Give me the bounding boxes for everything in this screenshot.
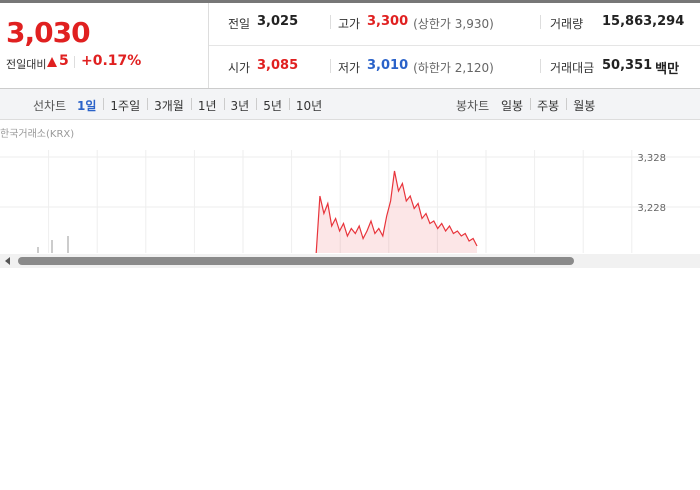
- tab-separator: [103, 98, 105, 110]
- tab-separator: [190, 98, 192, 110]
- y-tick-label: 3,328: [637, 153, 666, 164]
- tab-separator: [566, 98, 568, 110]
- divider: [330, 59, 331, 73]
- tab-label: 선차트: [33, 99, 67, 113]
- tab-separator: [147, 98, 149, 110]
- price-line: [315, 170, 478, 253]
- summary-value: 3,300: [367, 14, 409, 29]
- y-tick-label: 3,228: [637, 203, 666, 214]
- summary-label: 거래량: [550, 17, 584, 31]
- tab[interactable]: 1년: [197, 99, 217, 113]
- chart-source: 한국거래소(KRX): [0, 128, 74, 140]
- tab-separator: [223, 98, 225, 110]
- divider: [208, 3, 209, 88]
- change: 5: [59, 53, 69, 69]
- summary-note: (하한가 2,120): [413, 61, 494, 75]
- tab[interactable]: 주봉: [537, 99, 560, 113]
- summary-label: 전일: [228, 17, 251, 31]
- divider: [209, 45, 700, 46]
- change-label: 전일대비: [6, 58, 47, 71]
- divider: [330, 15, 331, 29]
- summary-unit: 백만: [655, 62, 680, 77]
- summary-value: 15,863,294: [602, 14, 685, 29]
- summary-label: 저가: [338, 61, 361, 75]
- up-arrow: [47, 57, 57, 67]
- summary-label: 고가: [338, 17, 361, 31]
- tab[interactable]: 1일: [77, 99, 97, 113]
- tab[interactable]: 10년: [295, 99, 323, 113]
- summary-value: 3,010: [367, 58, 409, 73]
- tab[interactable]: 3년: [230, 99, 250, 113]
- tab-label: 봉차트: [456, 99, 490, 113]
- divider: [540, 59, 541, 73]
- tab-bar: [0, 88, 700, 120]
- tab-separator: [256, 98, 258, 110]
- summary-label: 시가: [228, 61, 251, 75]
- top-border: [0, 0, 700, 3]
- tab[interactable]: 1주일: [110, 99, 141, 113]
- divider: [540, 15, 541, 29]
- summary-label: 거래대금: [550, 61, 595, 75]
- summary-value: 3,025: [257, 14, 299, 29]
- tab[interactable]: 5년: [263, 99, 282, 113]
- tab-separator: [288, 98, 290, 110]
- summary-value: 50,351: [602, 58, 653, 73]
- prev-spikes: [37, 236, 69, 253]
- tab-separator: [530, 98, 532, 110]
- divider: [74, 56, 75, 68]
- summary-value: 3,085: [257, 58, 299, 73]
- price: 3,030: [6, 16, 91, 49]
- summary-note: (상한가 3,930): [413, 17, 494, 31]
- scroll-left[interactable]: [5, 257, 10, 265]
- change-rate: +0.17%: [81, 53, 142, 69]
- tab[interactable]: 일봉: [501, 99, 524, 113]
- tab[interactable]: 월봉: [573, 99, 596, 113]
- tab[interactable]: 3개월: [154, 99, 184, 113]
- scrollbar-thumb[interactable]: [18, 257, 574, 265]
